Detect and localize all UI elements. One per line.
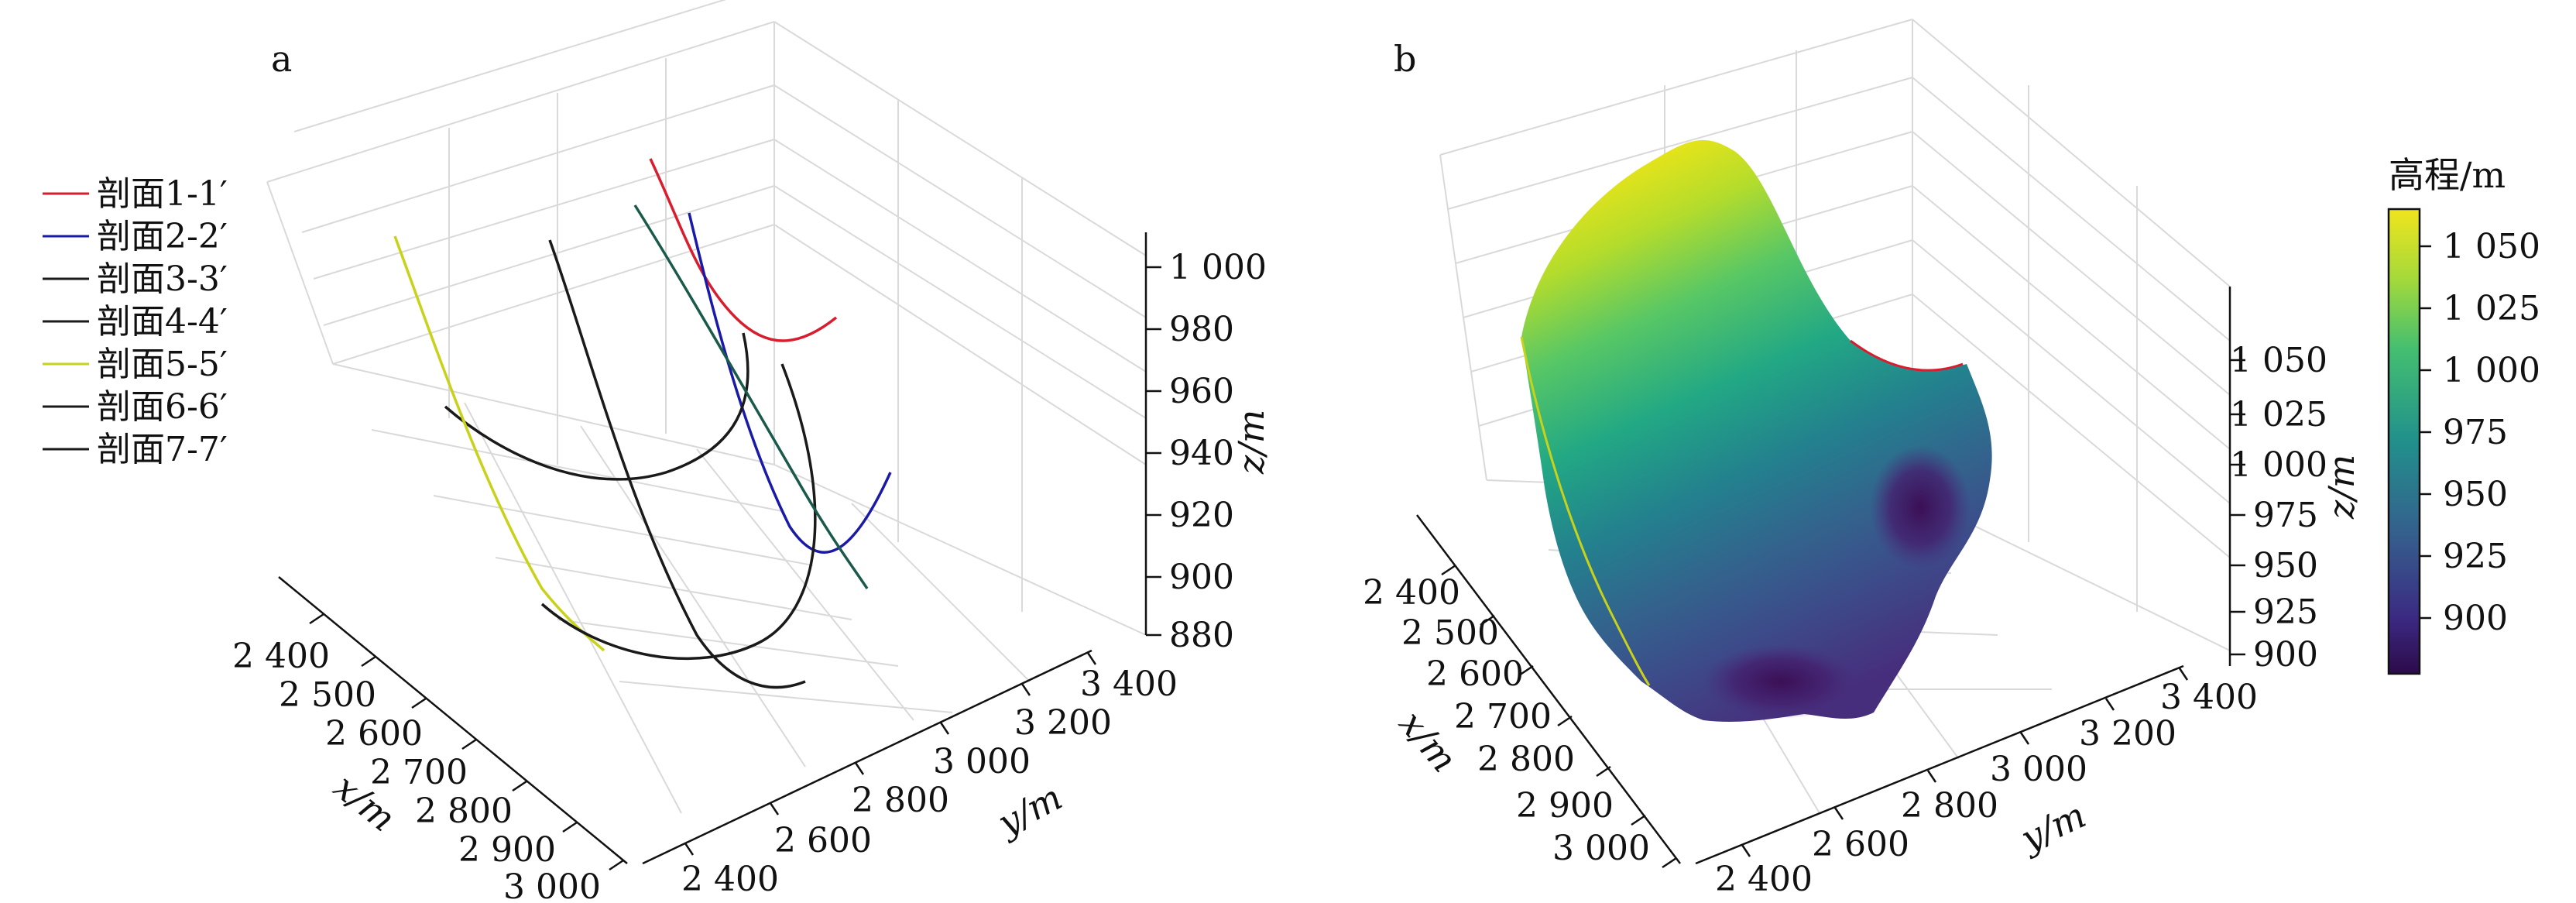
series-line	[444, 332, 749, 481]
y-tick-label: 2 600	[1812, 825, 1909, 864]
legend-item: 剖面4-4′	[97, 302, 228, 342]
colorbar-tick-label: 950	[2443, 475, 2508, 514]
z-tick-label: 925	[2253, 592, 2318, 632]
x-tick-label: 3 000	[503, 867, 601, 903]
axes-a	[278, 232, 1161, 871]
colorbar: 高程/m 1 050 1 025 1 000 975 950 925 900	[2387, 154, 2540, 675]
y-tick-label: 3 400	[2160, 678, 2258, 717]
series-line	[393, 235, 605, 652]
y-tick-labels-a: 2 400 2 600 2 800 3 000 3 200 3 400	[681, 664, 1178, 899]
panel-b: b	[1363, 19, 2540, 899]
series-line	[548, 239, 806, 689]
y-axis-label-b: y/m	[2013, 794, 2092, 860]
x-tick-label: 2 800	[1477, 740, 1575, 779]
legend-item: 剖面3-3′	[97, 259, 228, 299]
y-axis-label-a: y/m	[990, 776, 1068, 845]
z-tick-label: 980	[1169, 310, 1234, 349]
z-tick-label: 1 050	[2230, 341, 2327, 380]
y-tick-label: 3 200	[2079, 714, 2176, 754]
axes-b	[1416, 287, 2245, 869]
legend-item: 剖面2-2′	[97, 217, 228, 256]
y-tick-label: 2 600	[774, 821, 872, 860]
z-tick-labels-a: 1 000 980 960 940 920 900 880	[1169, 248, 1267, 655]
surface-edge	[1520, 336, 1651, 686]
x-tick-label: 2 600	[1426, 654, 1524, 694]
y-tick-label: 3 200	[1014, 703, 1112, 743]
colorbar-tick-label: 900	[2443, 599, 2508, 638]
x-tick-labels-b: 2 400 2 500 2 600 2 700 2 800 2 900 3 00…	[1363, 573, 1650, 868]
x-tick-label: 2 700	[370, 753, 468, 792]
z-tick-labels-b: 1 050 1 025 1 000 975 950 925 900	[2230, 341, 2327, 675]
z-tick-label: 880	[1169, 616, 1234, 655]
colorbar-tick-label: 975	[2443, 413, 2508, 452]
panel-label-a: a	[271, 38, 292, 80]
surface-low	[1870, 445, 1971, 569]
x-tick-label: 2 400	[232, 637, 330, 676]
z-tick-label: 960	[1169, 372, 1234, 411]
z-tick-label: 900	[1169, 558, 1234, 597]
z-tick-label: 940	[1169, 434, 1234, 473]
legend-item: 剖面1-1′	[97, 174, 228, 214]
y-tick-label: 3 000	[933, 742, 1031, 781]
surface-edge	[1850, 339, 1964, 372]
series-line	[633, 204, 869, 589]
x-tick-label: 2 600	[325, 714, 423, 754]
x-tick-label: 2 900	[458, 830, 556, 870]
legend-item: 剖面5-5′	[97, 345, 228, 384]
y-tick-label: 2 800	[1901, 786, 1998, 826]
y-tick-labels-b: 2 400 2 600 2 800 3 000 3 200 3 400	[1715, 678, 2258, 899]
series-line	[649, 158, 838, 342]
y-tick-label: 2 800	[852, 781, 949, 820]
z-tick-label: 975	[2253, 496, 2318, 535]
panel-a: a	[43, 0, 1272, 903]
colorbar-title: 高程/m	[2389, 154, 2506, 196]
x-tick-label: 2 500	[279, 675, 376, 715]
colorbar-tick-label: 925	[2443, 537, 2508, 576]
legend-item: 剖面6-6′	[97, 387, 228, 427]
section-curves	[393, 158, 892, 689]
z-tick-label: 1 025	[2230, 395, 2327, 434]
z-axis-label-b: z/m	[2320, 455, 2362, 520]
surface-patch	[1521, 139, 1992, 723]
legend-item: 剖面7-7′	[97, 430, 228, 469]
x-tick-label: 2 500	[1401, 613, 1499, 653]
colorbar-bar	[2387, 208, 2421, 675]
x-tick-label: 3 000	[1552, 829, 1650, 868]
y-tick-label: 3 000	[1990, 750, 2087, 789]
colorbar-tick-label: 1 025	[2443, 289, 2540, 328]
x-tick-label: 2 900	[1516, 786, 1614, 826]
series-line	[540, 363, 817, 661]
z-axis-label-a: z/m	[1230, 410, 1272, 475]
colorbar-tick-label: 1 050	[2443, 227, 2540, 266]
legend: 剖面1-1′ 剖面2-2′ 剖面3-3′ 剖面4-4′ 剖面5-5′ 剖面6-6…	[43, 174, 228, 469]
z-tick-label: 950	[2253, 546, 2318, 585]
z-tick-label: 920	[1169, 496, 1234, 535]
y-tick-label: 3 400	[1080, 664, 1178, 704]
surface-low	[1703, 644, 1858, 719]
z-tick-label: 1 000	[1169, 248, 1267, 287]
x-tick-label: 2 800	[415, 791, 513, 831]
series-line	[688, 212, 892, 554]
panel-label-b: b	[1394, 38, 1416, 80]
x-tick-label: 2 400	[1363, 573, 1460, 613]
y-tick-label: 2 400	[681, 860, 779, 899]
z-tick-label: 900	[2253, 635, 2318, 675]
z-tick-label: 1 000	[2230, 445, 2327, 485]
surface	[1520, 139, 1992, 723]
x-tick-labels-a: 2 400 2 500 2 600 2 700 2 800 2 900 3 00…	[232, 637, 601, 903]
colorbar-tick-label: 1 000	[2443, 351, 2540, 390]
x-tick-label: 2 700	[1454, 697, 1552, 736]
grid-a	[266, 0, 1147, 814]
y-tick-label: 2 400	[1715, 860, 1813, 899]
